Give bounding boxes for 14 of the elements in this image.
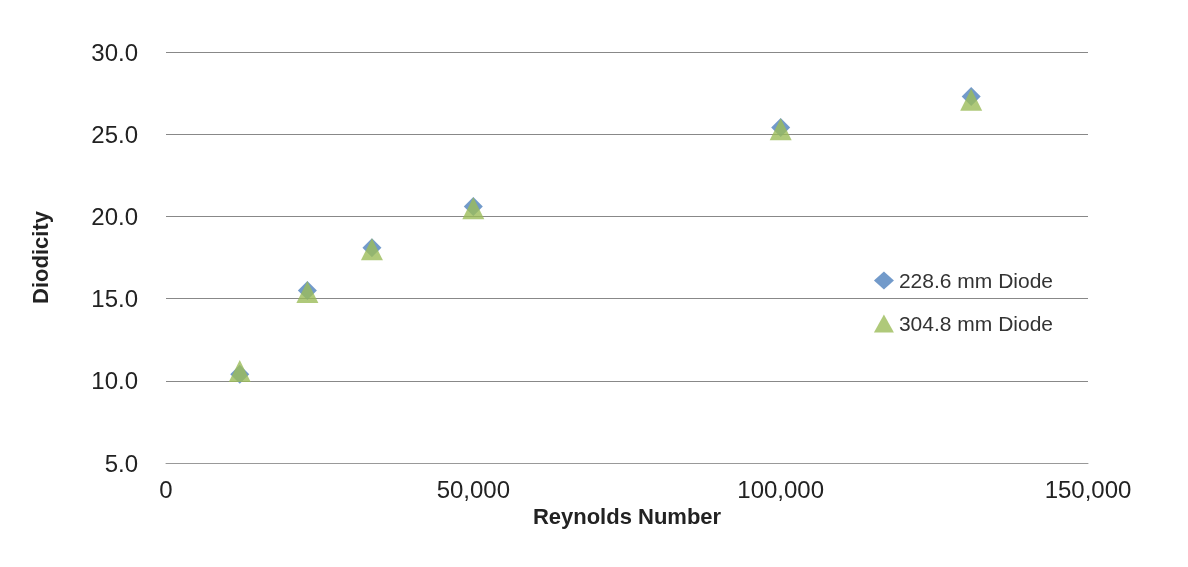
y-tick-label: 25.0 [91, 120, 138, 148]
y-tick-label: 30.0 [91, 38, 138, 66]
x-axis-title: Reynolds Number [532, 504, 722, 530]
y-tick-label: 20.0 [91, 202, 138, 230]
x-tick-label: 50,000 [436, 475, 511, 503]
y-axis-title: Diodicity [27, 210, 53, 304]
x-tick-label: 0 [159, 475, 173, 503]
y-tick-label: 5.0 [104, 449, 138, 477]
legend-label: 304.8 mm Diode [898, 312, 1053, 335]
legend-label: 228.6 mm Diode [898, 269, 1053, 292]
y-tick-label: 15.0 [91, 285, 138, 313]
x-tick-label: 150,000 [1044, 475, 1132, 503]
x-tick-label: 100,000 [737, 475, 825, 503]
y-tick-label: 10.0 [91, 367, 138, 395]
